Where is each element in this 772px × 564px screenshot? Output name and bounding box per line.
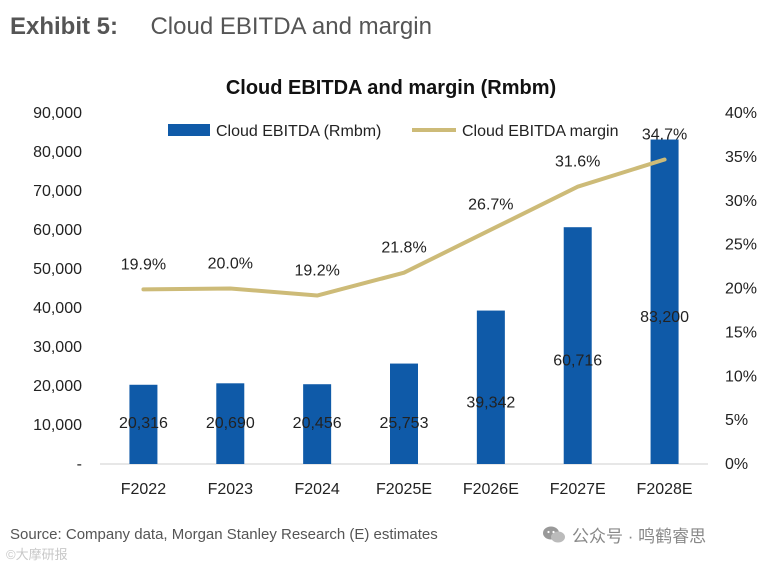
- y-left-tick-label: 40,000: [33, 300, 82, 317]
- ebitda-chart: Cloud EBITDA and margin (Rmbm) - 10,000 20,…: [33, 77, 757, 498]
- y-left-tick-label: 20,000: [33, 378, 82, 395]
- legend-swatch-bar: [168, 124, 210, 136]
- watermark: 公众号 · 鸣鹤睿思: [542, 522, 706, 547]
- bar-ebitda: [476, 310, 505, 464]
- bar-value-label: 39,342: [466, 394, 515, 411]
- exhibit-header: Exhibit 5: Cloud EBITDA and margin: [10, 8, 432, 48]
- bar-value-label: 83,200: [640, 309, 689, 326]
- wechat-icon: [543, 526, 565, 542]
- x-tick-label: F2025E: [376, 481, 432, 498]
- margin-value-label: 19.9%: [121, 256, 166, 273]
- bar-ebitda: [563, 227, 592, 464]
- y-right-tick-label: 25%: [725, 237, 757, 254]
- legend-label-bar: Cloud EBITDA (Rmbm): [216, 123, 381, 140]
- y-right-tick-label: 35%: [725, 149, 757, 166]
- margin-value-label: 19.2%: [294, 263, 339, 280]
- x-tick-label: F2028E: [637, 481, 693, 498]
- bar-ebitda: [216, 383, 245, 464]
- bar-value-label: 20,316: [119, 415, 168, 432]
- y-right-tick-label: 40%: [725, 105, 757, 122]
- y-left-tick-label: 70,000: [33, 183, 82, 200]
- x-tick-label: F2024: [294, 481, 339, 498]
- line-ebitda-margin: [141, 157, 667, 298]
- margin-value-label: 34.7%: [642, 127, 687, 144]
- margin-value-label: 31.6%: [555, 154, 600, 171]
- y-left-tick-label: -: [77, 456, 82, 473]
- y-right-tick-label: 15%: [725, 324, 757, 341]
- margin-value-label: 26.7%: [468, 197, 513, 214]
- y-right-tick-label: 30%: [725, 193, 757, 210]
- exhibit-title: Cloud EBITDA and margin: [150, 13, 432, 40]
- bar-ebitda: [650, 139, 679, 464]
- y-left-tick-label: 50,000: [33, 261, 82, 278]
- chart-panel: Cloud EBITDA and margin (Rmbm) - 10,000 20,…: [0, 54, 772, 524]
- y-left-tick-label: 90,000: [33, 105, 82, 122]
- x-tick-label: F2022: [121, 481, 166, 498]
- y-right-tick-label: 10%: [725, 368, 757, 385]
- y-right-tick-label: 20%: [725, 281, 757, 298]
- bar-value-label: 25,753: [380, 415, 429, 432]
- chart-title: Cloud EBITDA and margin (Rmbm): [226, 77, 556, 99]
- corner-watermark: ©大摩研报: [6, 547, 68, 562]
- source-note: Source: Company data, Morgan Stanley Res…: [10, 526, 438, 543]
- y-left-tick-label: 10,000: [33, 417, 82, 434]
- y-left-tick-label: 80,000: [33, 144, 82, 161]
- bar-ebitda: [129, 384, 158, 464]
- bar-ebitda: [390, 363, 418, 464]
- x-tick-label: F2027E: [550, 481, 606, 498]
- bar-value-label: 20,456: [293, 415, 342, 432]
- margin-value-label: 20.0%: [208, 256, 253, 273]
- y-left-tick-label: 60,000: [33, 222, 82, 239]
- x-tick-label: F2026E: [463, 481, 519, 498]
- bar-value-label: 60,716: [553, 353, 602, 370]
- y-right-tick-label: 5%: [725, 412, 748, 429]
- margin-value-label: 21.8%: [381, 240, 426, 257]
- y-left-tick-label: 30,000: [33, 339, 82, 356]
- x-tick-label: F2023: [208, 481, 253, 498]
- exhibit-number: Exhibit 5:: [10, 13, 119, 40]
- bar-ebitda: [303, 384, 332, 464]
- bar-value-label: 20,690: [206, 415, 255, 432]
- watermark-text: 公众号 · 鸣鹤睿思: [572, 527, 707, 546]
- legend-label-line: Cloud EBITDA margin: [462, 123, 619, 140]
- y-right-tick-label: 0%: [725, 456, 748, 473]
